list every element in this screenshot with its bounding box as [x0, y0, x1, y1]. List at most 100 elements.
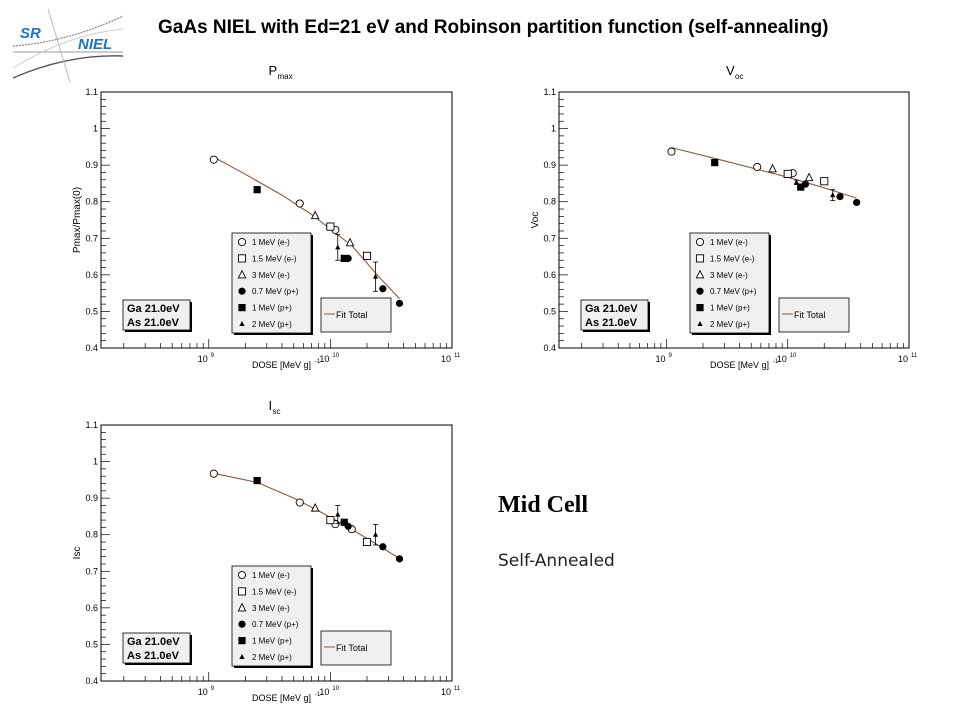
annotation-line: As 21.0eV [127, 650, 180, 662]
data-point-open-square [783, 169, 792, 178]
legend-marker-filled-square [696, 304, 704, 312]
legend-label: 1.5 MeV (e-) [252, 587, 297, 596]
data-point-filled-square [340, 254, 348, 262]
fit-legend-label: Fit Total [336, 643, 367, 653]
x-tick-label: 10 [441, 687, 451, 697]
x-axis-label-exponent: -1 [315, 359, 321, 365]
y-tick-label: 1 [551, 124, 556, 134]
side-heading: Mid Cell [498, 492, 588, 518]
x-tick-exponent: 9 [668, 353, 672, 359]
y-tick-label: 0.6 [85, 603, 98, 613]
data-point-filled-square [253, 186, 261, 194]
data-point-open-circle [209, 155, 218, 164]
data-point-open-square [326, 222, 335, 231]
legend-label: 1.5 MeV (e-) [710, 254, 755, 263]
legend-label: 0.7 MeV (p+) [710, 287, 757, 296]
x-tick-label: 10 [198, 687, 208, 697]
legend-label: 1 MeV (p+) [252, 304, 292, 313]
legend-marker-open-triangle [237, 269, 247, 279]
legend-label: 1 MeV (p+) [710, 304, 750, 313]
legend-label: 1 MeV (e-) [710, 238, 748, 247]
logo-text-niel: NIEL [78, 36, 112, 53]
legend-marker-filled-circle [238, 620, 246, 628]
y-tick-label: 1.1 [85, 87, 98, 97]
data-point-filled-circle [395, 299, 404, 307]
y-tick-label: 0.5 [85, 306, 98, 316]
sr-niel-logo: SR NIEL [12, 8, 124, 83]
annotation-line: As 21.0eV [585, 317, 638, 329]
annotation-line: Ga 21.0eV [585, 303, 638, 315]
data-point-filled-circle [379, 285, 387, 293]
fit-legend-box [320, 630, 392, 666]
legend-marker-filled-circle [238, 287, 246, 295]
annotation-line: As 21.0eV [127, 317, 180, 329]
legend-label: 1 MeV (e-) [252, 571, 290, 580]
chart-title-isc: I [269, 398, 273, 413]
legend-label: 1 MeV (e-) [252, 238, 290, 247]
data-point-open-circle [753, 162, 762, 172]
legend-marker-filled-triangle [697, 321, 703, 326]
legend-marker-open-circle [237, 237, 247, 247]
annotation-box [580, 299, 649, 331]
x-tick-label: 10 [441, 354, 451, 364]
x-tick-label: 10 [898, 354, 908, 364]
y-tick-label: 1.1 [85, 420, 98, 430]
x-tick-label: 10 [777, 354, 787, 364]
y-tick-label: 0.8 [85, 530, 98, 540]
y-axis-label: Pmax/Pmax(0) [72, 187, 83, 253]
legend-label: 3 MeV (e-) [252, 604, 290, 613]
data-point-open-square [362, 537, 372, 547]
y-axis-label: Isc [72, 547, 83, 560]
chart-title-voc: V [726, 63, 735, 78]
y-tick-label: 0.7 [85, 566, 98, 576]
chart-title-sub-voc: oc [735, 72, 743, 81]
y-axis-label: Voc [530, 212, 541, 229]
data-point-open-circle [667, 147, 676, 156]
fit-legend-label: Fit Total [794, 310, 825, 320]
y-tick-label: 0.6 [85, 270, 98, 280]
data-point-filled-triangle [372, 273, 379, 279]
legend-label: 0.7 MeV (p+) [252, 287, 299, 296]
data-point-open-square [362, 251, 372, 260]
data-point-filled-circle [836, 192, 844, 201]
annotation-box [122, 299, 191, 331]
data-point-filled-triangle [335, 244, 341, 250]
chart-title-sub-pmax: max [278, 72, 293, 81]
legend-label: 3 MeV (e-) [252, 271, 290, 280]
x-tick-exponent: 10 [332, 686, 339, 692]
x-axis-label: DOSE [MeV g] [252, 360, 311, 370]
plot-frame [558, 91, 910, 349]
x-tick-exponent: 11 [454, 686, 461, 692]
data-point-open-triangle [345, 237, 355, 247]
y-tick-label: 0.9 [543, 160, 556, 170]
data-point-filled-square [340, 518, 348, 526]
data-point-filled-square [253, 476, 261, 485]
plot-frame [100, 91, 453, 349]
x-tick-exponent: 11 [911, 353, 918, 359]
legend-marker-filled-triangle [239, 654, 245, 659]
data-point-filled-triangle [830, 192, 836, 198]
x-tick-exponent: 10 [332, 353, 339, 359]
data-point-filled-square [797, 183, 805, 191]
data-point-open-square [820, 177, 829, 186]
data-point-open-circle [295, 498, 304, 507]
legend-marker-open-circle [695, 237, 705, 247]
x-axis-label-exponent: -1 [315, 692, 321, 698]
legend-marker-open-square [695, 254, 705, 263]
legend-marker-open-triangle [237, 602, 247, 612]
data-point-filled-circle [379, 543, 387, 551]
data-point-filled-triangle [793, 179, 800, 185]
x-tick-exponent: 9 [211, 353, 215, 359]
data-point-open-triangle [768, 163, 777, 173]
legend-label: 2 MeV (p+) [710, 320, 750, 329]
annotation-line: Ga 21.0eV [127, 303, 180, 315]
slide-title: GaAs NIEL with Ed=21 eV and Robinson par… [158, 17, 829, 38]
data-point-open-triangle [804, 172, 814, 182]
annotation-box [122, 632, 191, 664]
data-point-open-triangle [310, 210, 320, 220]
chart-title-sub-isc: sc [273, 407, 281, 416]
annotation-line: Ga 21.0eV [127, 636, 180, 648]
legend-label: 2 MeV (p+) [252, 653, 292, 662]
